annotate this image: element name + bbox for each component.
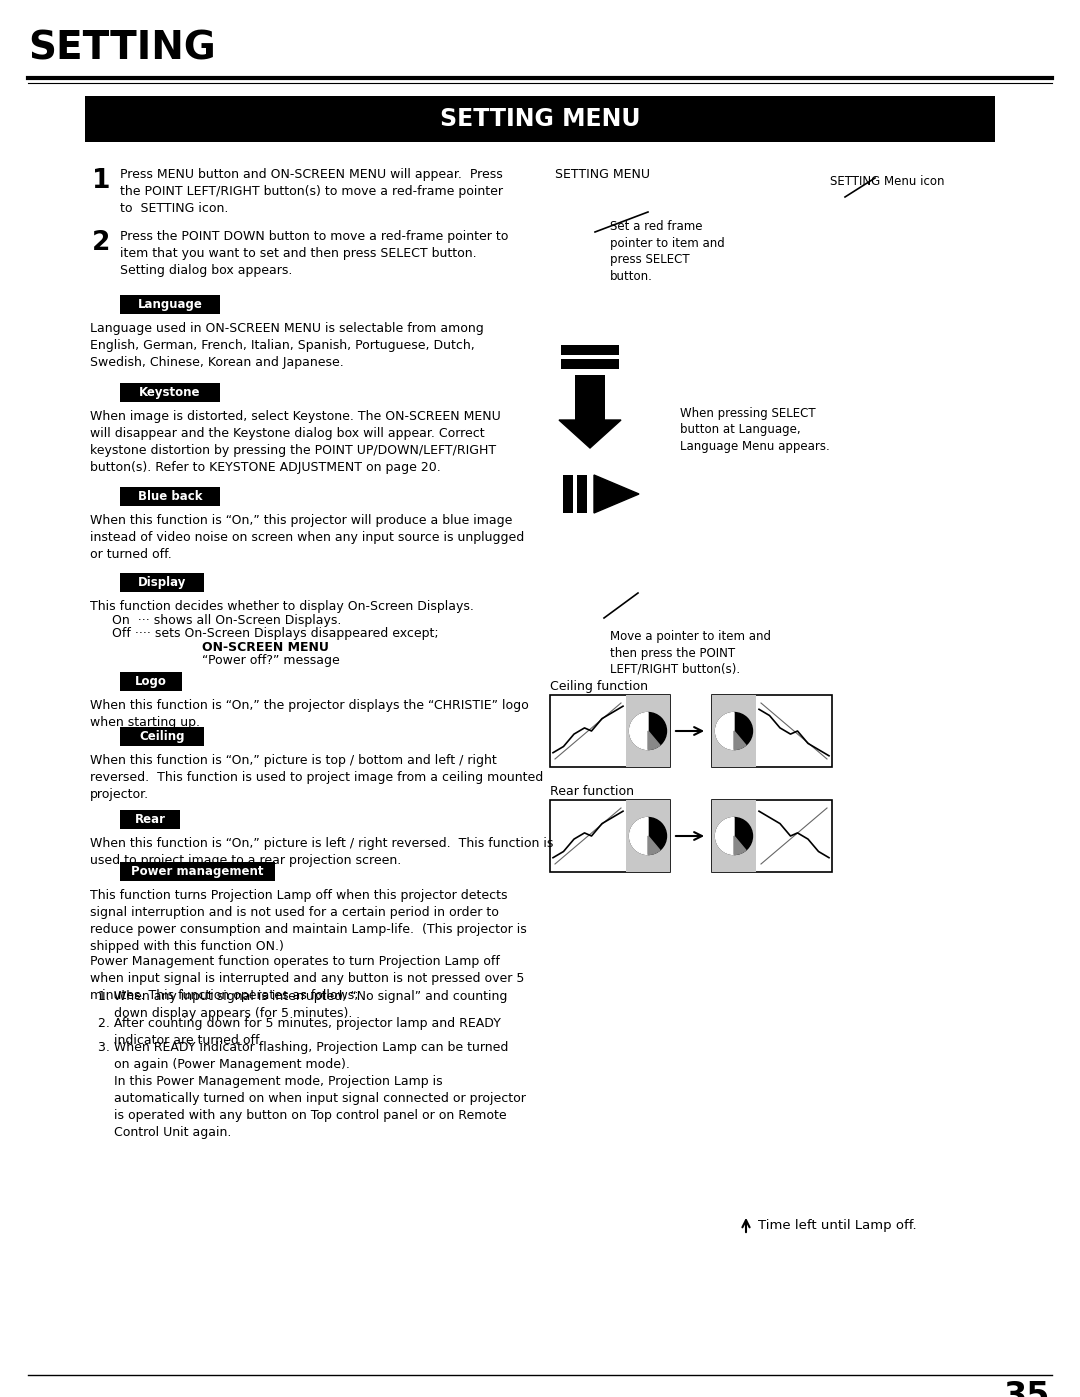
Bar [550,800,670,872]
Bar [626,694,670,767]
Text: Rear: Rear [135,813,165,826]
Bar [120,810,180,828]
Text: When this function is “On,” picture is left / right reversed.  This function is
: When this function is “On,” picture is l… [90,837,553,868]
Text: SETTING MENU: SETTING MENU [555,168,650,182]
Text: Set a red frame
pointer to item and
press SELECT
button.: Set a red frame pointer to item and pres… [610,219,725,282]
Text: Press the POINT DOWN button to move a red-frame pointer to
item that you want to: Press the POINT DOWN button to move a re… [120,231,509,277]
Text: Power management: Power management [132,865,264,877]
Wedge shape [734,731,746,749]
Polygon shape [594,475,639,513]
Circle shape [716,712,753,749]
Bar [563,475,573,513]
Text: Off ···· sets On-Screen Displays disappeared except;: Off ···· sets On-Screen Displays disappe… [112,627,438,640]
Text: Display: Display [138,576,186,590]
Text: ON-SCREEN MENU: ON-SCREEN MENU [202,641,329,654]
Circle shape [630,712,666,749]
Text: This function turns Projection Lamp off when this projector detects
signal inter: This function turns Projection Lamp off … [90,888,527,953]
Bar [120,488,220,506]
Text: When this function is “On,” the projector displays the “CHRISTIE” logo
when star: When this function is “On,” the projecto… [90,698,529,729]
Circle shape [630,817,666,855]
Text: 1. When any input signal is interrupted, “No signal” and counting
    down displ: 1. When any input signal is interrupted,… [98,990,508,1020]
Text: Logo: Logo [135,675,167,687]
Text: 35: 35 [1003,1380,1050,1397]
Bar [712,800,756,872]
Text: Ceiling function: Ceiling function [550,680,648,693]
Wedge shape [648,731,660,749]
Text: Language: Language [137,298,202,312]
Bar [120,295,220,314]
Bar [85,96,995,142]
Text: Move a pointer to item and
then press the POINT
LEFT/RIGHT button(s).: Move a pointer to item and then press th… [610,630,771,676]
Bar [577,475,588,513]
Polygon shape [559,420,621,448]
Text: When this function is “On,” this projector will produce a blue image
instead of : When this function is “On,” this project… [90,514,524,562]
Text: Blue back: Blue back [138,490,202,503]
Wedge shape [716,712,734,749]
Wedge shape [734,835,746,855]
Bar [712,694,832,767]
Text: SETTING Menu icon: SETTING Menu icon [831,175,945,189]
Wedge shape [648,835,660,855]
Bar [575,374,605,420]
Wedge shape [630,817,648,855]
Bar [561,359,619,369]
Text: On  ··· shows all On-Screen Displays.: On ··· shows all On-Screen Displays. [112,615,341,627]
Bar [712,694,756,767]
Text: 2. After counting down for 5 minutes, projector lamp and READY
    indicator are: 2. After counting down for 5 minutes, pr… [98,1017,501,1046]
Bar [626,800,670,872]
Text: This function decides whether to display On-Screen Displays.: This function decides whether to display… [90,599,474,613]
Text: Press MENU button and ON-SCREEN MENU will appear.  Press
the POINT LEFT/RIGHT bu: Press MENU button and ON-SCREEN MENU wil… [120,168,503,215]
Bar [561,345,619,355]
Text: Ceiling: Ceiling [139,731,185,743]
Text: When image is distorted, select Keystone. The ON-SCREEN MENU
will disappear and : When image is distorted, select Keystone… [90,409,501,474]
Text: Power Management function operates to turn Projection Lamp off
when input signal: Power Management function operates to tu… [90,956,525,1002]
Bar [120,573,204,592]
Circle shape [716,817,753,855]
Text: 2: 2 [92,231,110,256]
Text: “Power off?” message: “Power off?” message [202,654,340,666]
Bar [550,694,670,767]
Bar [120,672,183,692]
Text: Language used in ON-SCREEN MENU is selectable from among
English, German, French: Language used in ON-SCREEN MENU is selec… [90,321,484,369]
Wedge shape [716,817,734,855]
Text: When this function is “On,” picture is top / bottom and left / right
reversed.  : When this function is “On,” picture is t… [90,754,543,800]
Wedge shape [630,712,648,749]
Bar [120,726,204,746]
Text: SETTING: SETTING [28,29,216,68]
Text: Time left until Lamp off.: Time left until Lamp off. [758,1218,917,1232]
Text: Keystone: Keystone [139,386,201,400]
Text: 3. When READY indicator flashing, Projection Lamp can be turned
    on again (Po: 3. When READY indicator flashing, Projec… [98,1041,526,1139]
Bar [712,800,832,872]
Bar [120,862,275,882]
Text: When pressing SELECT
button at Language,
Language Menu appears.: When pressing SELECT button at Language,… [680,407,829,453]
Text: 1: 1 [92,168,110,194]
Bar [120,383,220,402]
Text: SETTING MENU: SETTING MENU [440,108,640,131]
Text: Rear function: Rear function [550,785,634,798]
